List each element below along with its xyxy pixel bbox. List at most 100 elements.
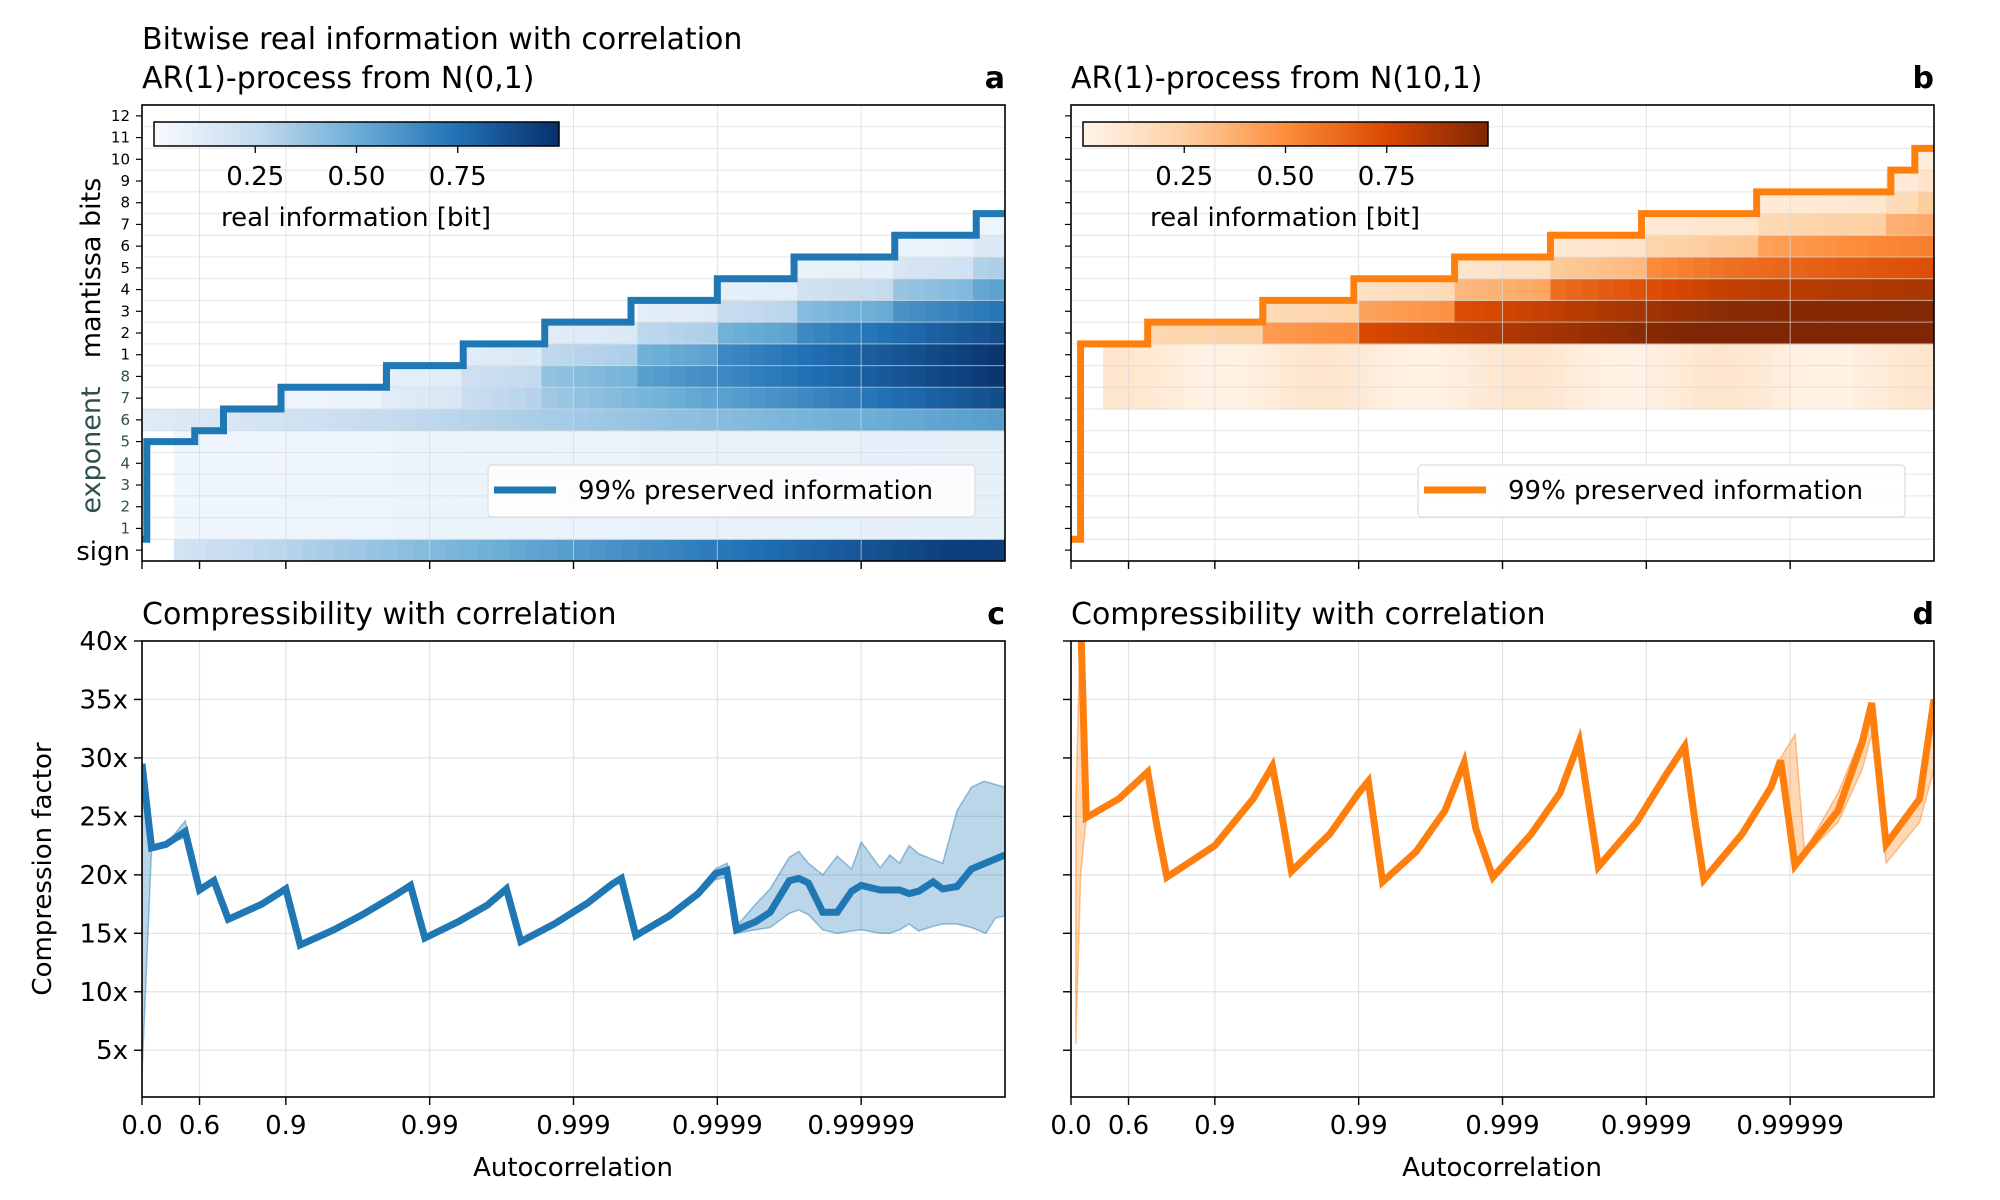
- heatmap-cell: [1774, 257, 1791, 280]
- heatmap-cell: [1262, 322, 1280, 345]
- heatmap-cell: [1358, 278, 1376, 301]
- heatmap-cell: [781, 343, 798, 366]
- heatmap-cell: [797, 539, 814, 561]
- heatmap-cell: [1726, 278, 1743, 301]
- heatmap-cell: [701, 365, 718, 388]
- heatmap-cell: [1678, 300, 1695, 323]
- heatmap-cell: [1502, 322, 1520, 345]
- heatmap-cell: [1294, 387, 1312, 410]
- heatmap-cell: [605, 430, 623, 453]
- heatmap-cell: [1822, 213, 1839, 236]
- heatmap-cell: [1790, 257, 1807, 280]
- heatmap-cell: [1518, 387, 1536, 410]
- heatmap-cell: [509, 539, 527, 561]
- heatmap-cell: [621, 365, 639, 388]
- heatmap-cell: [1502, 257, 1520, 280]
- heatmap-cell: [1406, 300, 1424, 323]
- heatmap-cell: [1806, 235, 1823, 258]
- heatmap-cell: [461, 409, 479, 432]
- heatmap-cell: [413, 409, 431, 432]
- heatmap-cell: [477, 343, 495, 366]
- heatmap-cell: [1806, 387, 1823, 410]
- heatmap-cell: [893, 517, 910, 540]
- y-row-label: 8: [120, 367, 130, 385]
- heatmap-cell: [861, 430, 878, 453]
- heatmap-cell: [1710, 343, 1727, 366]
- heatmap-cell: [765, 343, 782, 366]
- colorbar-a-label: real information [bit]: [221, 203, 491, 233]
- heatmap-cell: [1422, 278, 1440, 301]
- heatmap-cell: [1422, 365, 1440, 388]
- heatmap-cell: [1438, 300, 1456, 323]
- heatmap-cell: [365, 517, 383, 540]
- heatmap-cell: [1550, 365, 1568, 388]
- heatmap-cell: [877, 430, 894, 453]
- heatmap-cell: [925, 517, 942, 540]
- heatmap-cell: [797, 300, 814, 323]
- heatmap-cell: [493, 430, 511, 453]
- heatmap-cell: [941, 343, 958, 366]
- heatmap-cell: [1662, 257, 1679, 280]
- heatmap-cell: [1854, 365, 1871, 388]
- heatmap-cell: [1678, 343, 1695, 366]
- heatmap-cell: [1246, 322, 1264, 345]
- heatmap-cell: [621, 430, 639, 453]
- heatmap-cell: [1838, 213, 1855, 236]
- heatmap-cell: [893, 343, 910, 366]
- heatmap-cell: [861, 322, 878, 345]
- heatmap-cell: [1150, 365, 1168, 388]
- heatmap-cell: [541, 365, 559, 388]
- heatmap-cell: [1838, 235, 1855, 258]
- heatmap-cell: [269, 474, 287, 497]
- heatmap-cell: [717, 322, 734, 345]
- heatmap-cell: [845, 257, 862, 280]
- heatmap-cell: [1566, 322, 1584, 345]
- heatmap-cell: [1246, 365, 1264, 388]
- y-row-label: 10: [111, 150, 130, 168]
- heatmap-cell: [1902, 322, 1919, 345]
- heatmap-cell: [381, 495, 399, 518]
- heatmap-cell: [1646, 300, 1663, 323]
- heatmap-cell: [813, 322, 830, 345]
- heatmap-cell: [1598, 235, 1615, 258]
- series-line-c: [142, 763, 1005, 950]
- heatmap-cell: [989, 278, 1005, 301]
- heatmap-cell: [173, 474, 191, 497]
- heatmap-cell: [781, 300, 798, 323]
- heatmap-cell: [1566, 387, 1584, 410]
- heatmap-cell: [1774, 213, 1791, 236]
- colorbar-b-ticks: 0.25 0.50 0.75: [1155, 146, 1416, 192]
- heatmap-cell: [1182, 322, 1200, 345]
- y-row-label: 8: [120, 194, 130, 212]
- heatmap-cell: [1790, 235, 1807, 258]
- heatmap-cell: [1214, 322, 1232, 345]
- y-tick-label: 20x: [80, 861, 128, 891]
- x-tick-label: 0.99999: [1736, 1111, 1844, 1141]
- heatmap-cell: [733, 539, 750, 561]
- heatmap-cell: [1806, 213, 1823, 236]
- x-tick-label: 0.99: [1330, 1111, 1388, 1141]
- heatmap-cell: [861, 387, 878, 410]
- heatmap-cell: [685, 322, 702, 345]
- panel-b-label: b: [1913, 61, 1934, 96]
- y-group-mantissa: mantissa bits: [76, 178, 107, 359]
- heatmap-cell: [1582, 343, 1599, 366]
- heatmap-cell: [909, 300, 926, 323]
- heatmap-cell: [781, 278, 798, 301]
- heatmap-cell: [1406, 278, 1424, 301]
- heatmap-cell: [1838, 191, 1855, 214]
- heatmap-cell: [365, 539, 383, 561]
- heatmap-cell: [237, 495, 255, 518]
- heatmap-cell: [797, 257, 814, 280]
- heatmap-cell: [1486, 278, 1504, 301]
- heatmap-cell: [1758, 365, 1775, 388]
- heatmap-cell: [1390, 322, 1408, 345]
- heatmap-cell: [797, 343, 814, 366]
- heatmap-cell: [1582, 387, 1599, 410]
- heatmap-cell: [1582, 235, 1599, 258]
- heatmap-cell: [1598, 365, 1615, 388]
- heatmap-cell: [845, 322, 862, 345]
- heatmap-cell: [813, 365, 830, 388]
- heatmap-cell: [173, 452, 191, 475]
